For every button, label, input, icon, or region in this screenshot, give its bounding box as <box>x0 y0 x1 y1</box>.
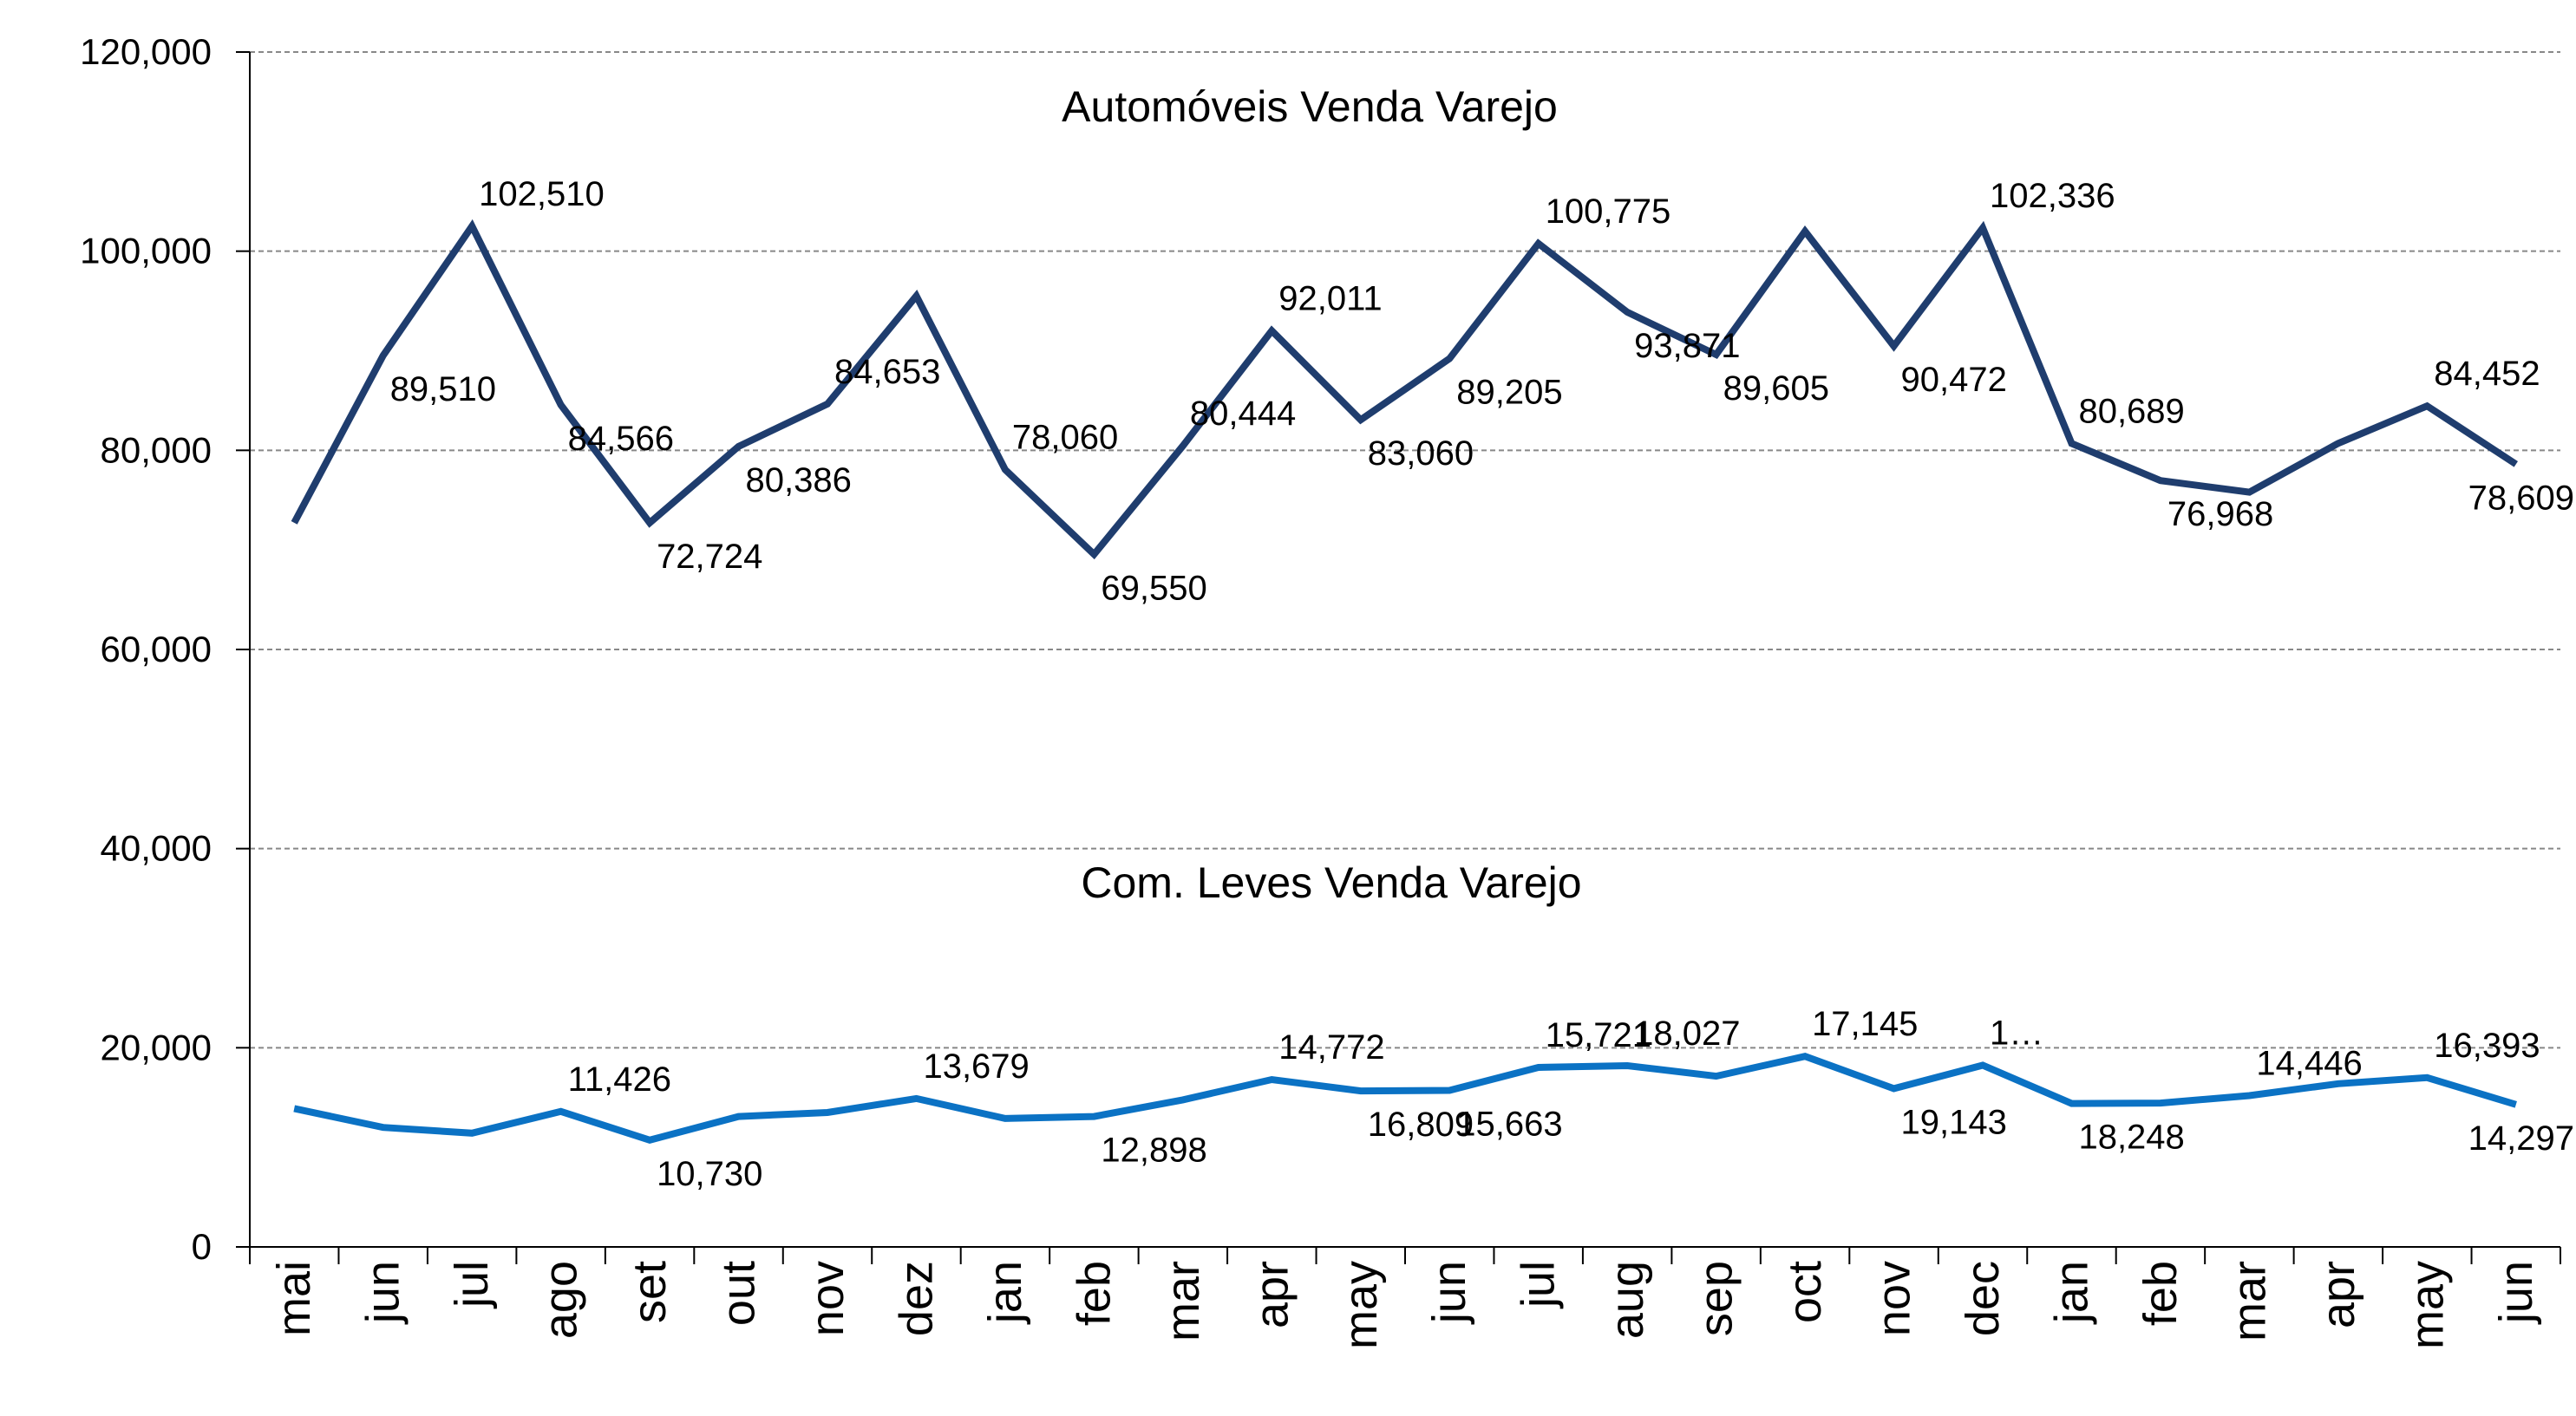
data-label: 83,060 <box>1368 434 1474 473</box>
data-label: 69,550 <box>1101 569 1206 607</box>
x-tick-label: out <box>713 1261 765 1326</box>
data-label: 93,871 <box>1634 327 1740 365</box>
y-tick-label: 100,000 <box>80 231 212 271</box>
data-label: 72,724 <box>657 538 762 576</box>
x-tick-label: jul <box>446 1261 498 1309</box>
data-label: 13,679 <box>923 1047 1029 1086</box>
x-tick-label: oct <box>1779 1261 1831 1323</box>
data-label: 10,730 <box>657 1155 762 1193</box>
x-tick-label: feb <box>2135 1261 2187 1326</box>
x-tick-label: jun <box>1423 1261 1475 1325</box>
x-tick-label: sep <box>1690 1261 1742 1336</box>
data-label: 84,653 <box>834 353 940 391</box>
y-axis: 0 20,000 40,000 60,000 80,000 100,000 120,000 <box>80 31 251 1267</box>
y-tick-label: 80,000 <box>101 429 212 470</box>
x-tick-label: jan <box>979 1261 1031 1325</box>
x-tick-label: jan <box>2045 1261 2097 1325</box>
data-label: 76,968 <box>2167 495 2273 533</box>
data-label: 90,472 <box>1901 361 2007 399</box>
data-label: 17,145 <box>1812 1005 1918 1043</box>
data-label: 16,809 <box>1368 1106 1474 1144</box>
x-tick-label: feb <box>1068 1261 1120 1326</box>
data-label: 14,297 <box>2468 1119 2574 1158</box>
y-tick-label: 120,000 <box>80 31 212 72</box>
x-tick-label: apr <box>2312 1261 2364 1328</box>
data-label: 80,689 <box>2078 392 2184 430</box>
x-tick-label: nov <box>1868 1261 1920 1336</box>
data-label: 19,143 <box>1901 1103 2007 1141</box>
x-tick-label: apr <box>1246 1261 1298 1328</box>
data-label: 18,248 <box>2078 1119 2184 1157</box>
x-tick-label: aug <box>1601 1261 1653 1339</box>
data-label: 89,510 <box>390 370 496 408</box>
x-tick-label: dec <box>1957 1261 2009 1336</box>
x-tick-label: set <box>624 1261 676 1323</box>
data-label: 15,663 <box>1456 1105 1562 1143</box>
series-title-automoveis: Automóveis Venda Varejo <box>1062 82 1558 131</box>
grid-lines <box>250 51 2560 1049</box>
x-axis: mai jun jul ago set out nov dez jan feb mar apr may j… <box>249 1246 2561 1349</box>
data-label: 102,336 <box>1990 177 2115 215</box>
x-tick-label: jun <box>2490 1261 2542 1325</box>
data-label: 84,452 <box>2434 355 2540 393</box>
data-label: 89,605 <box>1723 369 1829 408</box>
data-label: 78,060 <box>1012 419 1118 457</box>
data-label: 100,775 <box>1546 192 1671 231</box>
data-label: 80,386 <box>746 461 852 499</box>
data-label: 92,011 <box>1278 279 1382 317</box>
series-line-com-leves <box>293 1053 2517 1144</box>
data-label: 11,426 <box>568 1060 671 1099</box>
x-tick-label: jun <box>357 1261 409 1325</box>
x-tick-label: dez <box>890 1261 942 1336</box>
data-label: 1… <box>1990 1014 2043 1052</box>
y-tick-label: 60,000 <box>101 629 212 669</box>
x-tick-label: may <box>1335 1261 1387 1349</box>
data-labels: 89,510 102,510 84,566 72,724 80,386 84,653 78,… <box>390 175 2574 1193</box>
data-label: 12,898 <box>1101 1132 1206 1170</box>
x-tick-label: may <box>2401 1261 2453 1349</box>
data-label: 89,205 <box>1456 374 1562 412</box>
y-tick-label: 20,000 <box>101 1027 212 1067</box>
data-label: 14,446 <box>2256 1044 2362 1082</box>
data-label: 15,721 <box>1546 1016 1651 1054</box>
series-lines <box>291 219 2518 1144</box>
x-tick-label: mar <box>1157 1261 1209 1341</box>
series-title-com-leves: Com. Leves Venda Varejo <box>1081 858 1581 907</box>
data-label: 18,027 <box>1634 1015 1740 1053</box>
x-tick-label: jul <box>1513 1261 1565 1309</box>
x-tick-label: mai <box>268 1261 320 1336</box>
x-tick-label: mar <box>2223 1261 2275 1341</box>
y-tick-label: 40,000 <box>101 828 212 869</box>
y-tick-label: 0 <box>192 1226 212 1267</box>
data-label: 16,393 <box>2434 1027 2540 1065</box>
x-tick-label: ago <box>535 1261 587 1339</box>
series-line-automoveis <box>291 219 2518 560</box>
data-label: 78,609 <box>2468 479 2574 517</box>
data-label: 102,510 <box>479 175 605 213</box>
data-label: 14,772 <box>1278 1028 1384 1067</box>
data-label: 80,444 <box>1190 395 1296 433</box>
data-label: 84,566 <box>568 420 674 458</box>
x-tick-label: nov <box>801 1261 853 1336</box>
